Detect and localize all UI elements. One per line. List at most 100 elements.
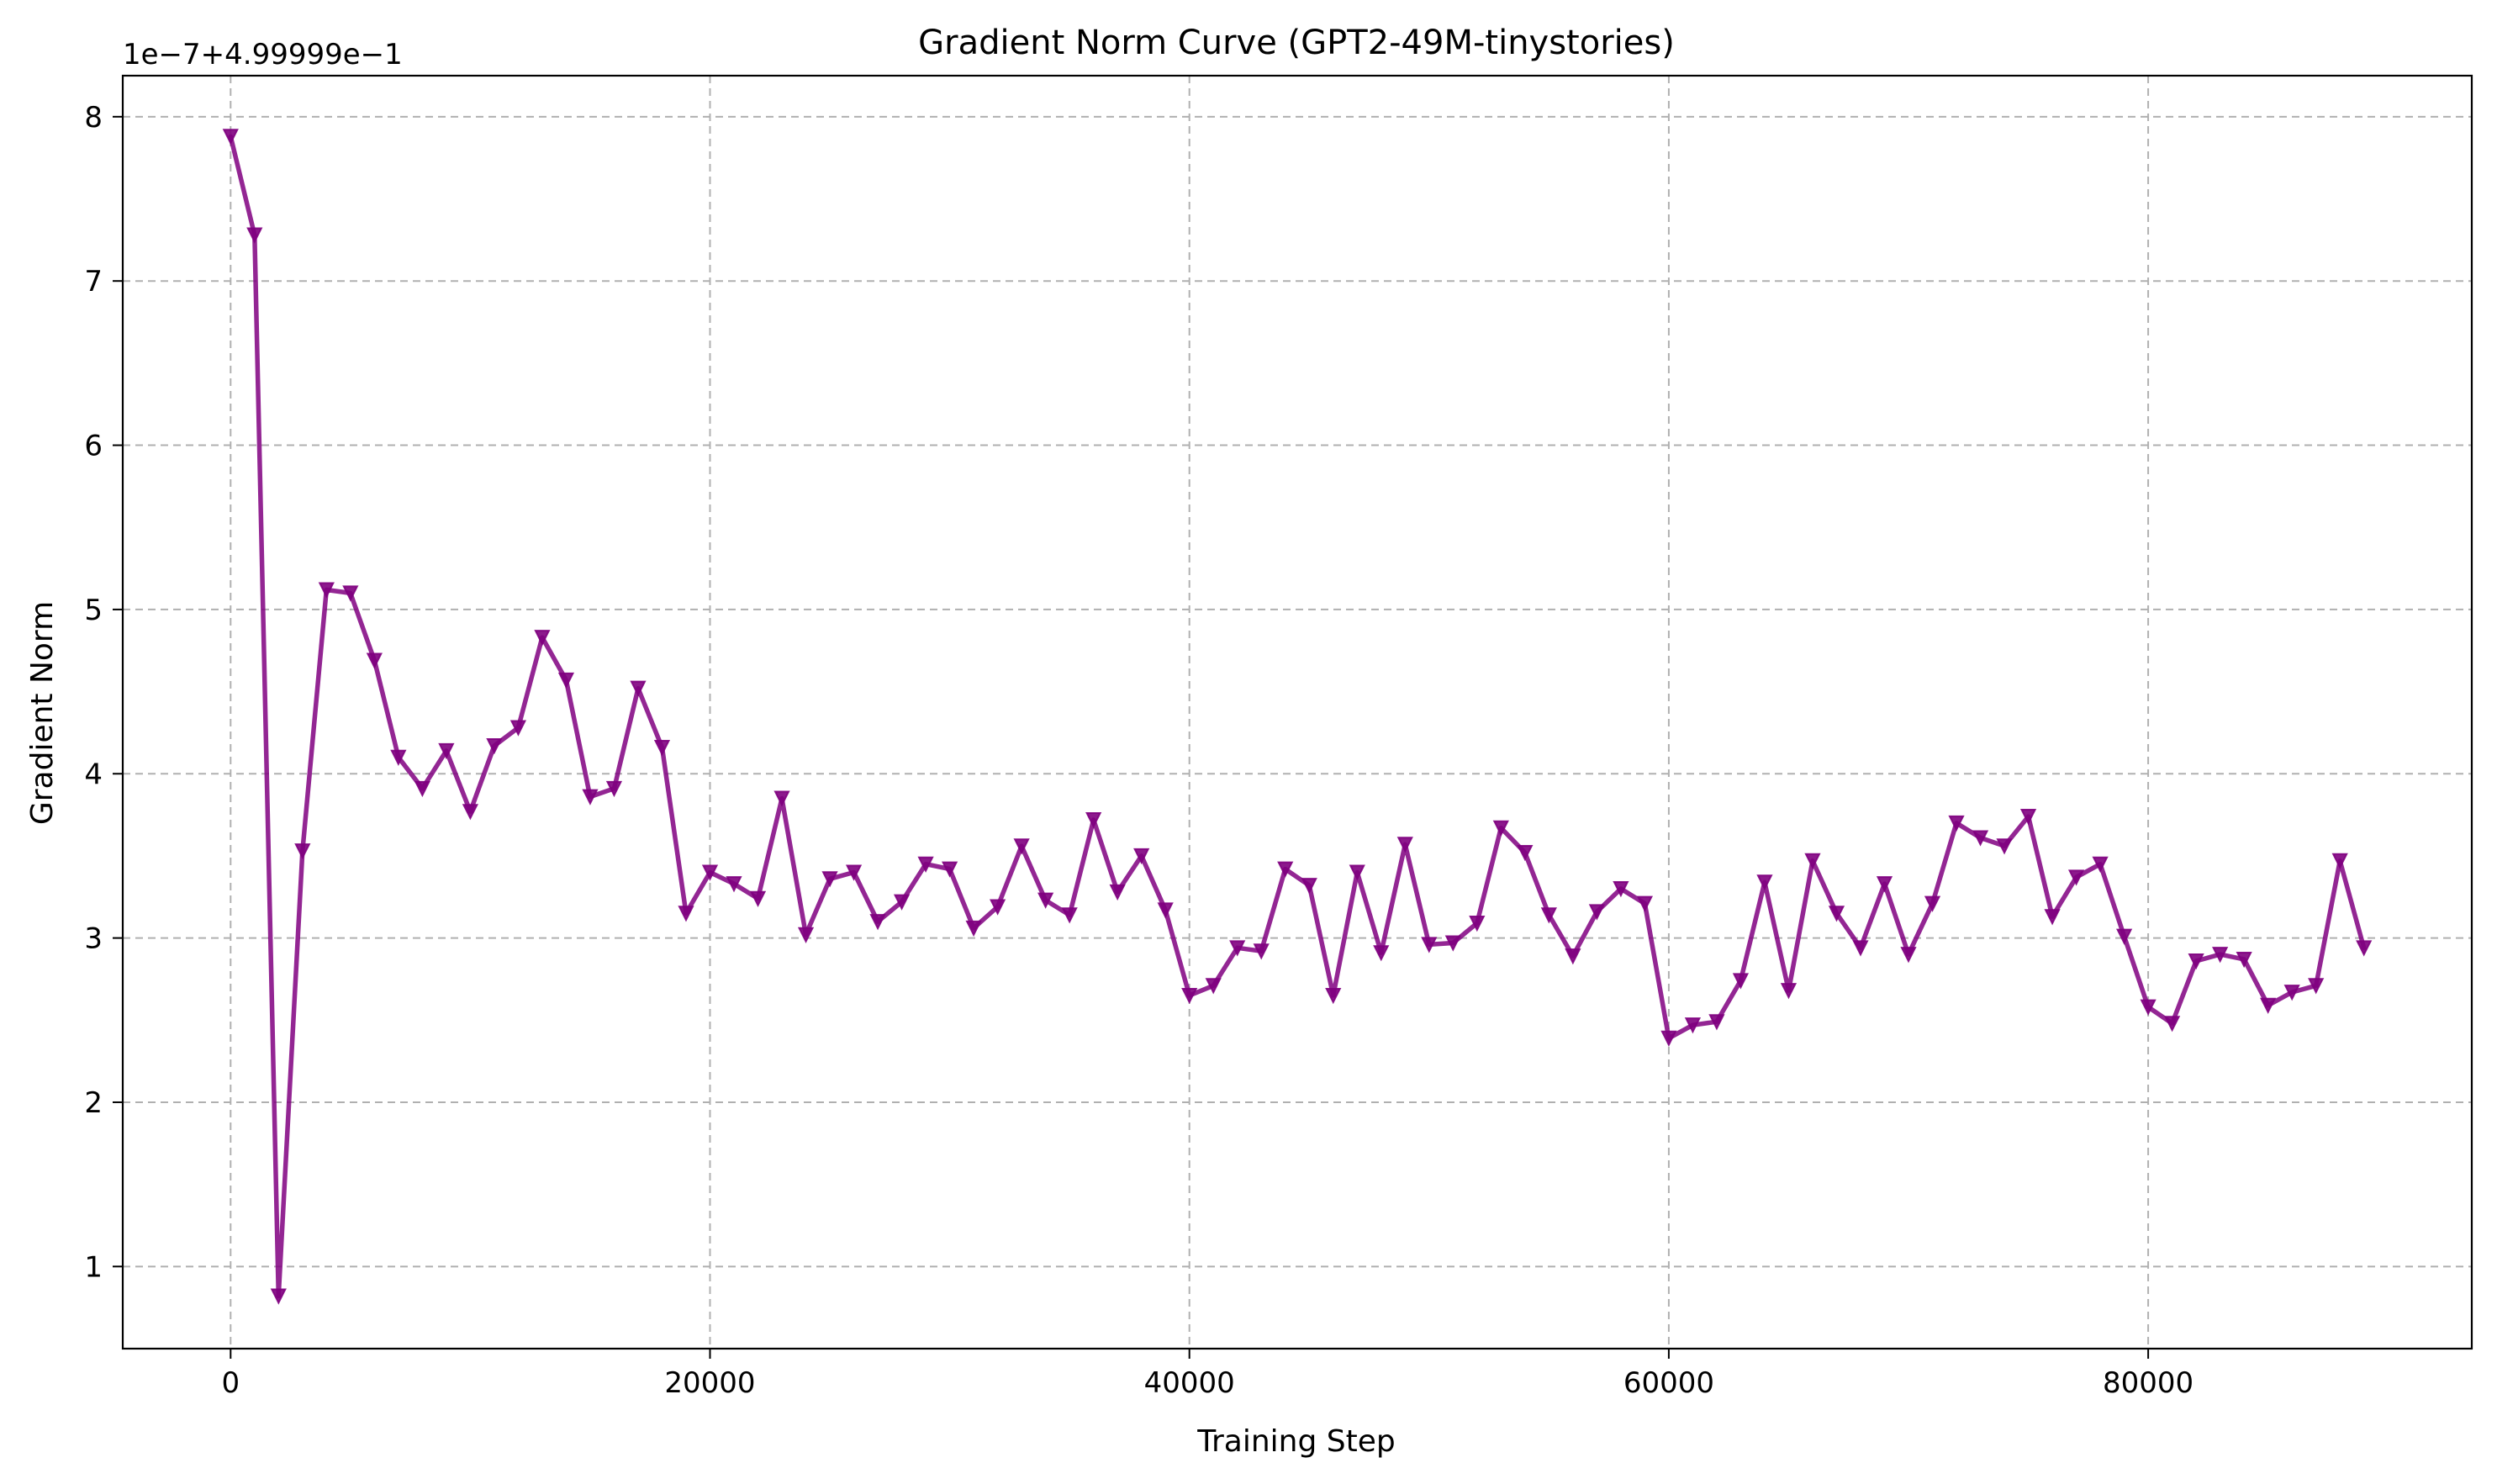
- data-point-marker: [2115, 928, 2133, 945]
- data-point-marker: [701, 864, 719, 881]
- data-point-marker: [1996, 838, 2013, 855]
- data-point-marker: [1253, 943, 1270, 960]
- data-point-marker: [1517, 845, 1534, 862]
- chart-title: Gradient Norm Curve (GPT2-49M-tinystorie…: [918, 24, 1675, 62]
- data-point-marker: [2260, 997, 2277, 1014]
- data-point-marker: [1756, 874, 1773, 891]
- data-point-marker: [534, 630, 551, 647]
- data-point-marker: [318, 582, 335, 599]
- data-point-marker: [869, 914, 886, 931]
- data-point-marker: [222, 129, 239, 145]
- data-point-marker: [2067, 869, 2085, 886]
- data-point-marker: [1421, 937, 1438, 953]
- x-tick-label: 20000: [664, 1366, 755, 1400]
- data-point-marker: [1181, 987, 1198, 1005]
- data-point-marker: [1852, 940, 1869, 957]
- data-point-marker: [1373, 945, 1390, 962]
- data-point-marker: [1804, 853, 1821, 870]
- data-point-marker: [1900, 947, 1917, 964]
- y-tick-label: 8: [84, 101, 103, 135]
- data-point-marker: [342, 585, 359, 602]
- data-point-marker: [1444, 935, 1461, 952]
- data-point-marker: [2212, 947, 2229, 964]
- data-point-marker: [1133, 848, 1150, 865]
- data-point-marker: [1948, 815, 1965, 832]
- data-point-marker: [1037, 892, 1054, 909]
- data-point-marker: [270, 1288, 287, 1305]
- data-point-marker: [1780, 983, 1798, 1000]
- data-point-marker: [2019, 809, 2037, 826]
- x-tick-label: 0: [221, 1366, 240, 1400]
- data-point-marker: [1205, 978, 1222, 995]
- data-point-marker: [1013, 838, 1030, 855]
- data-point-marker: [1732, 973, 1750, 990]
- data-point-marker: [1636, 895, 1654, 912]
- data-point-marker: [390, 749, 407, 766]
- y-tick-label: 5: [84, 594, 103, 627]
- data-point-marker: [2140, 999, 2156, 1016]
- data-point-marker: [1876, 876, 1893, 893]
- data-point-marker: [294, 843, 311, 860]
- data-point-marker: [1396, 837, 1413, 853]
- y-tick-label: 3: [84, 922, 103, 956]
- data-point-marker: [797, 927, 815, 943]
- data-point-marker: [1684, 1017, 1702, 1034]
- data-point-marker: [2044, 909, 2061, 926]
- data-point-marker: [2308, 978, 2325, 995]
- data-point-marker: [1277, 861, 1294, 878]
- data-point-marker: [1229, 940, 1246, 957]
- data-point-marker: [1349, 864, 1365, 881]
- data-point-marker: [366, 652, 383, 669]
- data-point-marker: [1828, 906, 1845, 922]
- data-point-marker: [1972, 830, 1989, 847]
- data-point-marker: [1588, 904, 1605, 921]
- data-point-marker: [1613, 881, 1629, 898]
- data-point-marker: [941, 861, 958, 878]
- data-point-marker: [1325, 987, 1342, 1005]
- y-axis-ticks: 1 2 3 4 5 6 7 8: [84, 101, 123, 1284]
- y-tick-label: 1: [84, 1250, 103, 1284]
- grid: [123, 76, 2472, 1349]
- x-tick-label: 60000: [1623, 1366, 1714, 1400]
- data-point-marker: [1109, 884, 1126, 901]
- y-tick-label: 7: [84, 265, 103, 298]
- data-point-marker: [1540, 907, 1557, 924]
- data-point-marker: [2092, 856, 2109, 873]
- data-point-marker: [557, 672, 575, 689]
- data-point-marker: [1469, 916, 1486, 932]
- data-point-marker: [965, 920, 982, 937]
- data-point-marker: [749, 890, 767, 907]
- data-point-marker: [582, 789, 599, 805]
- data-point-marker: [893, 894, 911, 911]
- data-point-marker: [653, 740, 671, 757]
- y-axis-label: Gradient Norm: [25, 601, 60, 825]
- data-point-marker: [1660, 1030, 1677, 1048]
- x-axis-ticks: 0 20000 40000 60000 80000: [221, 1349, 2193, 1400]
- data-point-marker: [678, 906, 694, 922]
- data-point-marker: [2331, 853, 2348, 870]
- data-point-marker: [821, 871, 838, 888]
- y-axis-offset-label: 1e−7+4.99999e−1: [123, 38, 403, 71]
- data-point-marker: [1565, 948, 1581, 965]
- y-tick-label: 4: [84, 758, 103, 791]
- data-point-marker: [2283, 985, 2300, 1001]
- data-point-marker: [1492, 820, 1509, 837]
- data-point-marker: [1708, 1014, 1725, 1031]
- x-axis-label: Training Step: [1196, 1424, 1395, 1459]
- data-point-marker: [1301, 878, 1317, 895]
- data-point-marker: [1061, 907, 1078, 924]
- x-tick-label: 80000: [2103, 1366, 2193, 1400]
- data-point-marker: [2188, 953, 2204, 970]
- y-tick-label: 2: [84, 1086, 103, 1120]
- plot-frame: [121, 74, 2473, 1350]
- data-point-marker: [1085, 811, 1102, 829]
- data-point-marker: [2164, 1016, 2181, 1032]
- data-point-marker: [726, 876, 742, 893]
- data-point-marker: [486, 738, 503, 755]
- data-point-marker: [1157, 902, 1174, 919]
- data-point-marker: [630, 680, 647, 697]
- data-point-marker: [605, 780, 623, 798]
- data-point-marker: [462, 804, 479, 821]
- data-point-marker: [414, 780, 430, 798]
- data-point-marker: [917, 856, 934, 873]
